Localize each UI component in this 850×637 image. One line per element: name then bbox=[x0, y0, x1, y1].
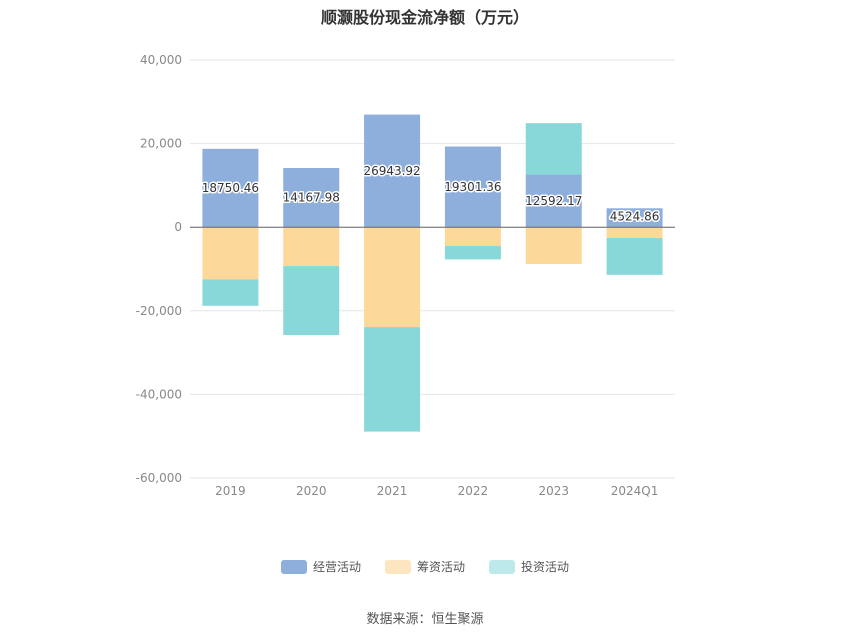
bar-financing bbox=[525, 227, 582, 264]
x-tick-label: 2022 bbox=[458, 484, 489, 498]
data-label-operating: 18750.46 bbox=[202, 181, 259, 195]
chart-title: 顺灏股份现金流净额（万元） bbox=[320, 8, 529, 27]
legend-label-investing: 投资活动 bbox=[521, 560, 570, 574]
bar-financing bbox=[606, 227, 663, 239]
bar-investing bbox=[283, 266, 340, 336]
data-label-operating: 4524.86 bbox=[610, 209, 660, 223]
bar-operating bbox=[283, 167, 340, 228]
legend-label-operating: 经营活动 bbox=[312, 560, 361, 574]
bar-operating bbox=[444, 146, 501, 228]
y-tick-label: -60,000 bbox=[136, 471, 182, 485]
bar-financing bbox=[202, 227, 259, 280]
y-tick-label: 20,000 bbox=[140, 137, 182, 151]
y-tick-label: 40,000 bbox=[140, 53, 182, 67]
x-tick-label: 2020 bbox=[296, 484, 327, 498]
x-tick-label: 2019 bbox=[215, 484, 246, 498]
bar-investing bbox=[202, 279, 259, 306]
bar-investing bbox=[364, 327, 421, 432]
bar-operating bbox=[364, 114, 421, 228]
bar-financing bbox=[444, 227, 501, 247]
legend-label-financing: 筹资活动 bbox=[416, 560, 465, 574]
data-label-operating: 14167.98 bbox=[283, 191, 340, 205]
x-tick-label: 2023 bbox=[538, 484, 569, 498]
bar-investing bbox=[444, 246, 501, 260]
legend-item-financing[interactable]: 筹资活动 bbox=[384, 558, 465, 575]
bar-operating bbox=[202, 148, 259, 228]
data-label-operating: 26943.92 bbox=[363, 164, 420, 178]
legend-item-investing[interactable]: 投资活动 bbox=[489, 558, 569, 575]
bar-investing bbox=[606, 238, 663, 275]
x-tick-label: 2024Q1 bbox=[611, 484, 659, 498]
legend-swatch-investing bbox=[489, 559, 515, 574]
bar-investing bbox=[525, 123, 582, 175]
data-source: 数据来源：恒生聚源 bbox=[366, 612, 484, 627]
data-label-operating: 19301.36 bbox=[444, 180, 501, 194]
legend-swatch-operating bbox=[280, 559, 307, 574]
bar-financing bbox=[283, 227, 340, 267]
legend-item-operating[interactable]: 经营活动 bbox=[280, 558, 361, 575]
bar-operating bbox=[606, 208, 663, 228]
legend: 经营活动 筹资活动 投资活动 bbox=[0, 558, 850, 575]
y-tick-label: 0 bbox=[174, 220, 182, 234]
y-tick-label: -20,000 bbox=[136, 304, 182, 318]
legend-swatch-financing bbox=[384, 559, 411, 574]
x-tick-label: 2021 bbox=[377, 484, 408, 498]
data-label-operating: 12592.17 bbox=[525, 194, 582, 208]
bar-financing bbox=[364, 227, 421, 328]
cash-flow-chart: 40,000 20,000 0 -20,000 -40,000 -60,000 2019 20… bbox=[136, 53, 675, 498]
bar-operating bbox=[525, 174, 582, 228]
y-tick-label: -40,000 bbox=[136, 387, 182, 401]
